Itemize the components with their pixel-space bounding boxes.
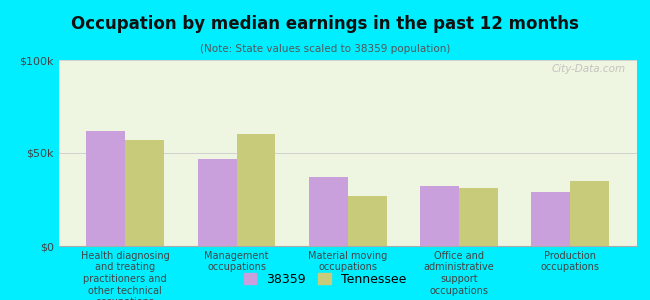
Bar — [420, 187, 459, 246]
Legend: 38359, Tennessee: 38359, Tennessee — [239, 268, 411, 291]
Bar — [531, 192, 570, 246]
Bar — [125, 140, 164, 246]
Bar — [570, 181, 609, 246]
Bar — [309, 177, 348, 246]
Text: (Note: State values scaled to 38359 population): (Note: State values scaled to 38359 popu… — [200, 44, 450, 53]
Bar — [348, 196, 387, 246]
Bar — [237, 134, 276, 246]
Bar — [198, 159, 237, 246]
Bar — [86, 131, 125, 246]
Text: Occupation by median earnings in the past 12 months: Occupation by median earnings in the pas… — [71, 15, 579, 33]
Text: City-Data.com: City-Data.com — [551, 64, 625, 74]
Bar — [459, 188, 498, 246]
